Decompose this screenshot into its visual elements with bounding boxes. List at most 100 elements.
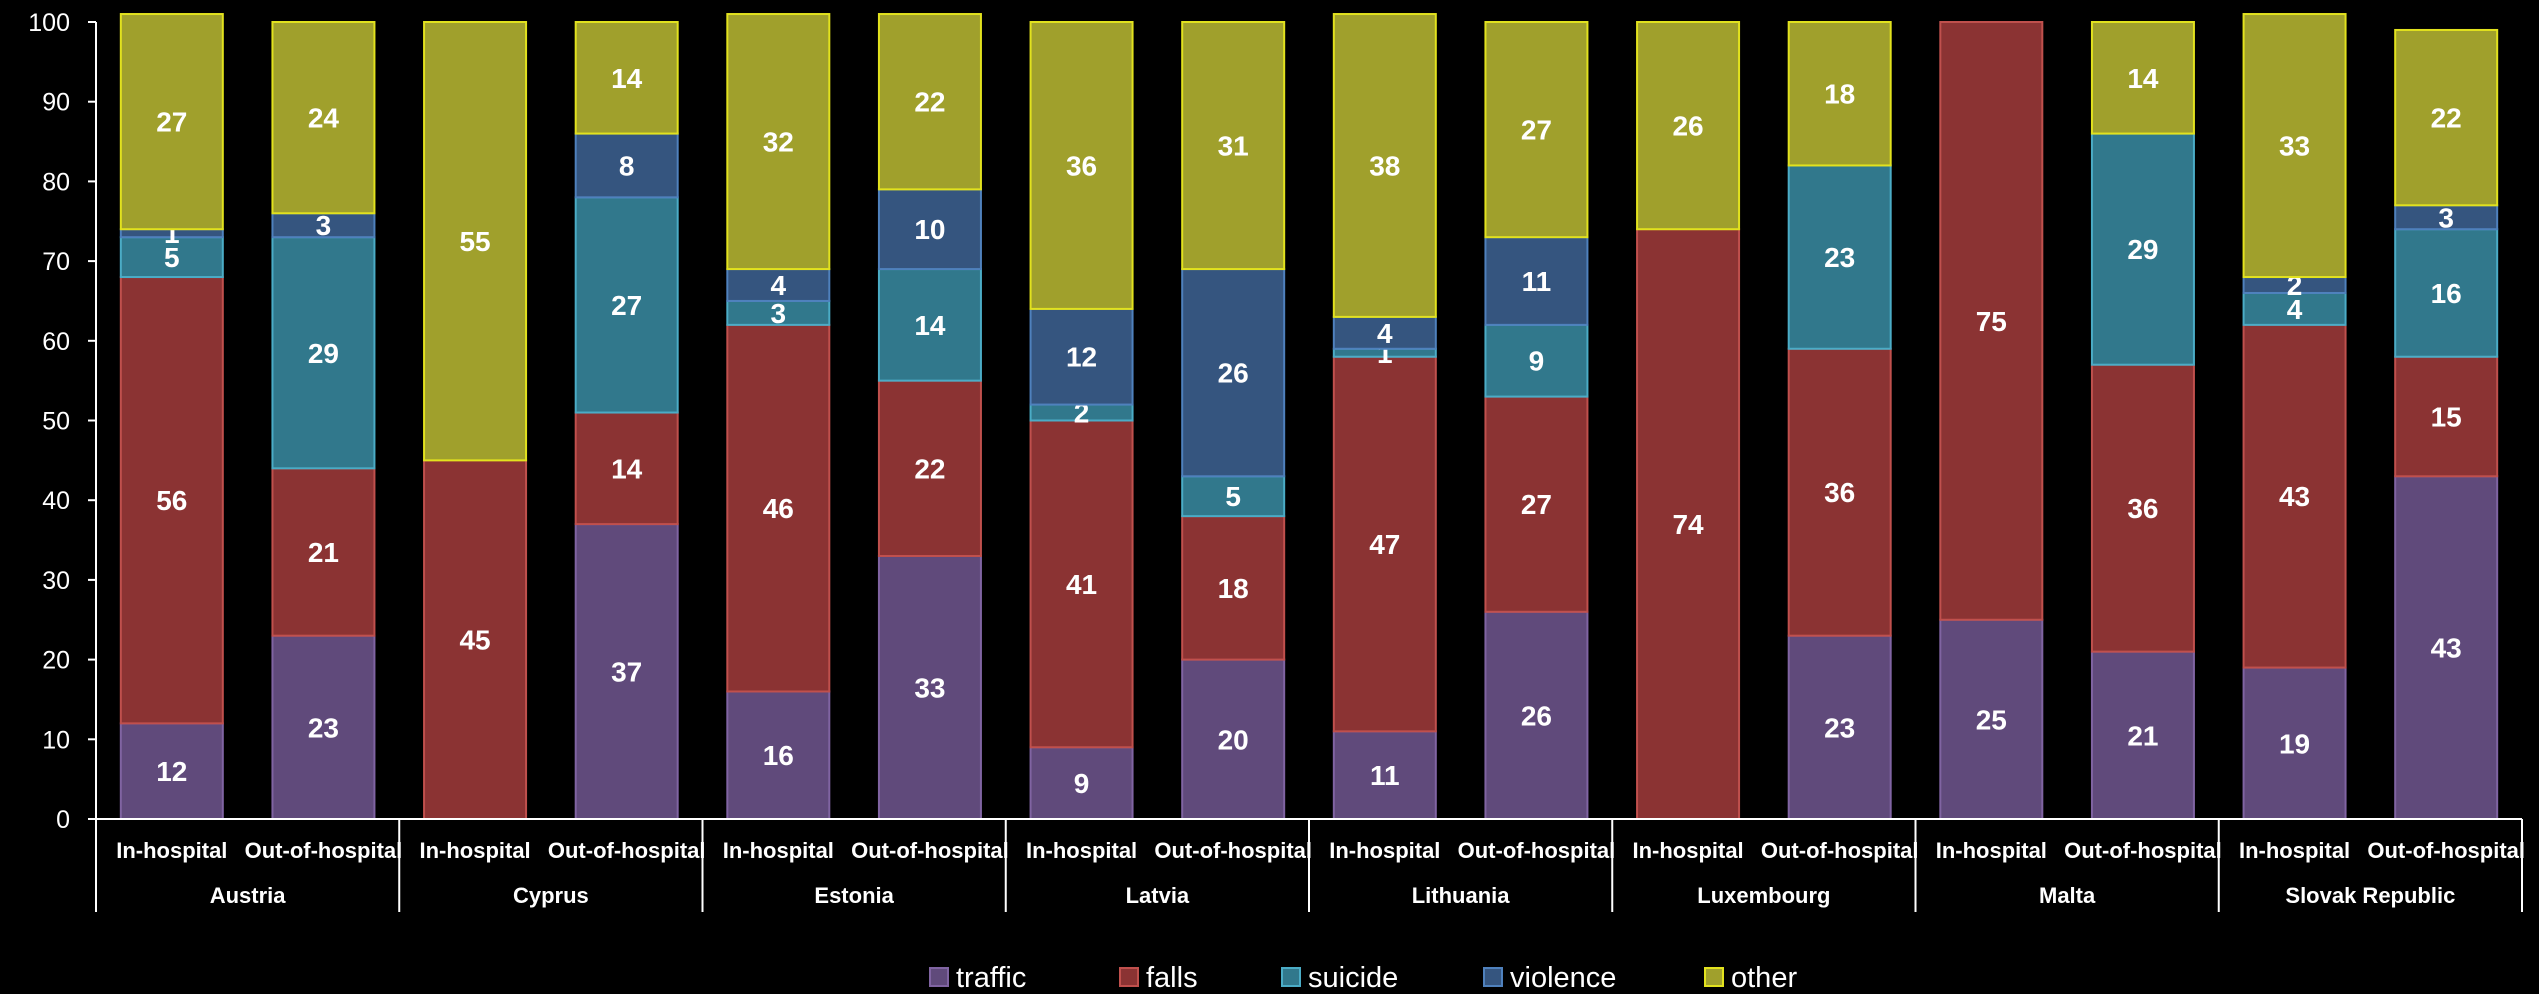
bar-segment-falls [2242, 323, 2347, 669]
y-tick-label: 20 [42, 647, 70, 675]
data-label-other: 27 [1521, 115, 1552, 146]
bar-segment-violence [1484, 236, 1589, 326]
bar-segment-other [877, 13, 982, 191]
data-label-falls: 45 [459, 625, 490, 656]
bar-segment-violence [1181, 268, 1286, 478]
group-label: Lithuania [1412, 883, 1511, 908]
group-label: Estonia [814, 883, 894, 908]
bar-segment-traffic [1939, 618, 2044, 820]
data-label-falls: 47 [1369, 529, 1400, 560]
group-label: Latvia [1126, 883, 1190, 908]
x-category-label: Out-of-hospital [851, 838, 1009, 863]
x-category-label: Out-of-hospital [1154, 838, 1312, 863]
bar-segment-suicide [2090, 132, 2195, 366]
bar-segment-violence [726, 268, 831, 302]
bar-segment-falls [1939, 21, 2044, 621]
bars-layer: 1256512723212932445553714278141646343233… [119, 13, 2499, 821]
y-tick-label: 70 [42, 248, 70, 276]
data-label-other: 24 [308, 103, 340, 134]
data-label-other: 36 [1066, 150, 1097, 181]
x-category-label: Out-of-hospital [2367, 838, 2525, 863]
bar-segment-other [2242, 13, 2347, 279]
legend-label-violence: violence [1510, 962, 1616, 994]
data-label-other: 32 [763, 127, 794, 158]
data-label-violence: 12 [1066, 342, 1097, 373]
data-label-violence: 3 [2438, 202, 2454, 233]
x-category-label: Out-of-hospital [1761, 838, 1919, 863]
y-tick-label: 90 [42, 89, 70, 117]
y-tick-label: 60 [42, 328, 70, 356]
x-category-label: In-hospital [2239, 838, 2350, 863]
bar-segment-falls [1787, 347, 1892, 637]
data-label-falls: 56 [156, 485, 187, 516]
x-category-label: In-hospital [1632, 838, 1743, 863]
data-label-suicide: 23 [1824, 242, 1855, 273]
data-label-suicide: 29 [2127, 234, 2158, 265]
data-label-suicide: 4 [2287, 294, 2303, 325]
x-category-label: In-hospital [723, 838, 834, 863]
data-label-suicide: 29 [308, 338, 339, 369]
bar-segment-traffic [1332, 730, 1437, 821]
data-label-violence: 8 [619, 150, 635, 181]
bar-segment-suicide [271, 236, 376, 470]
y-tick-label: 0 [56, 806, 70, 834]
data-label-other: 33 [2279, 131, 2310, 162]
data-label-other: 26 [1672, 111, 1703, 142]
data-label-falls: 21 [308, 537, 339, 568]
x-category-label: In-hospital [1026, 838, 1137, 863]
x-category-label: In-hospital [116, 838, 227, 863]
bar-segment-traffic [119, 722, 224, 820]
y-tick-label: 100 [28, 9, 70, 37]
bar-segment-suicide [877, 268, 982, 382]
bar-segment-falls [726, 323, 831, 693]
bar-segment-other [119, 13, 224, 231]
bar-segment-traffic [2090, 650, 2195, 820]
data-label-suicide: 5 [1225, 481, 1241, 512]
data-label-violence: 10 [914, 214, 945, 245]
data-label-other: 27 [156, 107, 187, 138]
group-label: Slovak Republic [2285, 883, 2455, 908]
bar-segment-other [1636, 21, 1741, 231]
data-label-traffic: 9 [1074, 768, 1090, 799]
data-label-traffic: 12 [156, 756, 187, 787]
data-label-falls: 14 [611, 453, 643, 484]
data-label-falls: 41 [1066, 569, 1097, 600]
bar-segment-other [1181, 21, 1286, 271]
data-label-falls: 43 [2279, 481, 2310, 512]
group-label: Luxembourg [1697, 883, 1830, 908]
bar-segment-traffic [2242, 666, 2347, 820]
data-label-falls: 36 [1824, 477, 1855, 508]
data-label-other: 38 [1369, 150, 1400, 181]
bar-segment-violence [1332, 315, 1437, 350]
data-label-other: 14 [611, 63, 643, 94]
data-label-traffic: 25 [1976, 704, 2007, 735]
data-label-falls: 75 [1976, 306, 2007, 337]
x-category-label: In-hospital [1936, 838, 2047, 863]
data-label-suicide: 5 [164, 242, 180, 273]
bar-segment-traffic [877, 554, 982, 820]
y-tick-label: 80 [42, 168, 70, 196]
data-label-suicide: 16 [2431, 278, 2462, 309]
data-label-traffic: 23 [1824, 712, 1855, 743]
bar-segment-traffic [574, 523, 679, 820]
data-label-falls: 46 [763, 493, 794, 524]
legend-label-suicide: suicide [1308, 962, 1398, 994]
legend-label-falls: falls [1146, 962, 1198, 994]
bar-segment-traffic [1484, 610, 1589, 821]
data-label-falls: 18 [1218, 573, 1249, 604]
bar-segment-falls [877, 379, 982, 557]
legend-swatch-falls [1119, 967, 1139, 987]
y-tick-label: 40 [42, 487, 70, 515]
legend-swatch-other [1704, 967, 1724, 987]
bar-segment-other [2394, 28, 2499, 207]
bar-segment-other [1787, 21, 1892, 167]
legend-swatch-suicide [1281, 967, 1301, 987]
bar-segment-falls [2394, 355, 2499, 478]
legend: traffic falls suicide violence other [929, 962, 1797, 994]
bar-segment-suicide [2394, 228, 2499, 358]
group-label: Malta [2039, 883, 2096, 908]
data-label-other: 31 [1218, 131, 1249, 162]
x-category-label: Out-of-hospital [245, 838, 403, 863]
bar-segment-suicide [574, 196, 679, 414]
data-label-violence: 3 [316, 210, 332, 241]
